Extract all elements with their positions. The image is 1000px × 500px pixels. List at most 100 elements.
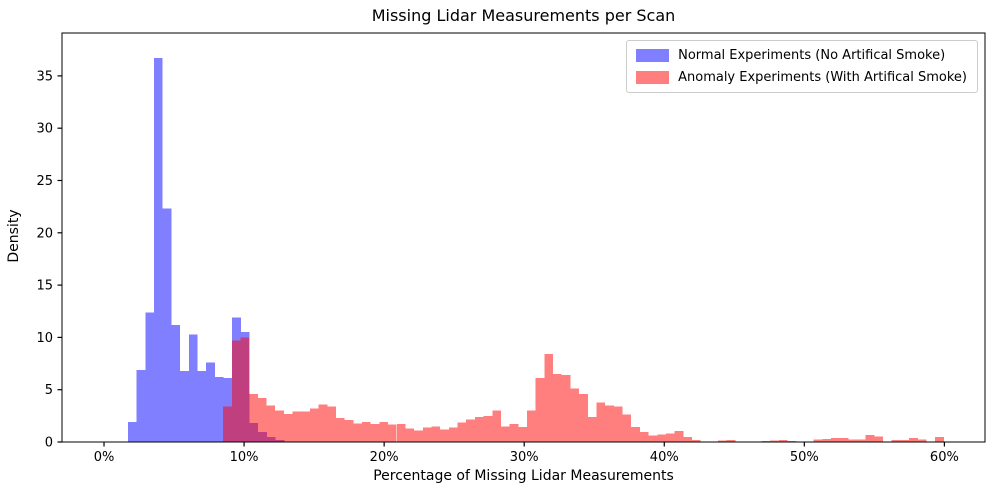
y-tick-label: 0 (45, 436, 53, 451)
x-tick-label: 0% (94, 450, 115, 465)
legend-label-normal: Normal Experiments (No Artifical Smoke) (678, 48, 946, 63)
legend-label-anomaly: Anomaly Experiments (With Artifical Smok… (678, 70, 967, 85)
histogram-bar-anomaly (257, 398, 267, 442)
histogram-bar-anomaly (370, 424, 380, 442)
histogram-bar-anomaly (353, 423, 363, 442)
histogram-bar-anomaly (335, 417, 345, 442)
histogram-bar-anomaly (414, 430, 423, 442)
histogram-bar-anomaly (240, 337, 250, 442)
histogram-bar-anomaly (917, 439, 927, 442)
y-tick-label: 15 (36, 279, 53, 294)
y-tick-label: 20 (36, 226, 53, 241)
histogram-bar-anomaly (909, 438, 918, 442)
histogram-bar-anomaly (301, 411, 310, 442)
histogram-bar-anomaly (544, 354, 554, 442)
histogram-bar-anomaly (283, 413, 293, 442)
histogram-bar-anomaly (275, 410, 284, 442)
histogram-bar-anomaly (553, 374, 562, 442)
histogram-bar-anomaly (822, 438, 831, 442)
histogram-bar-normal (206, 362, 215, 442)
histogram-bar-anomaly (362, 422, 371, 442)
histogram-bar-anomaly (587, 416, 597, 442)
legend-swatch-anomaly (636, 71, 670, 84)
histogram-bar-anomaly (292, 411, 302, 442)
histogram-bar-anomaly (422, 427, 432, 442)
histogram-bar-anomaly (492, 410, 501, 442)
histogram-bar-anomaly (683, 436, 692, 442)
histogram-bar-anomaly (613, 406, 623, 442)
histogram-bar-anomaly (379, 422, 389, 442)
x-tick-label: 50% (790, 450, 819, 465)
histogram-bar-anomaly (839, 438, 849, 442)
histogram-bar-normal (127, 422, 137, 442)
histogram-bar-normal (188, 334, 198, 442)
histogram-bar-anomaly (648, 435, 658, 442)
y-tick-label: 5 (45, 383, 53, 398)
histogram-bar-anomaly (718, 440, 727, 442)
histogram-bar-anomaly (344, 420, 354, 442)
histogram-bar-anomaly (639, 432, 649, 442)
plot-border (61, 32, 986, 443)
legend: Normal Experiments (No Artifical Smoke) … (626, 40, 978, 93)
x-tick-label: 20% (370, 450, 399, 465)
histogram-bar-anomaly (535, 378, 545, 442)
histogram-bar-anomaly (813, 439, 823, 442)
x-tick-label: 40% (650, 450, 679, 465)
histogram-bar-normal (180, 370, 189, 442)
histogram-bar-anomaly (935, 436, 944, 442)
histogram-bar-anomaly (900, 439, 910, 442)
histogram-bar-anomaly (431, 426, 441, 442)
histogram-bar-normal (154, 58, 163, 442)
histogram-bar-anomaly (309, 408, 319, 442)
y-axis-label: Density (6, 209, 22, 263)
histogram-bar-anomaly (856, 439, 866, 442)
histogram-bar-anomaly (231, 340, 241, 442)
histogram-bar-anomaly (457, 422, 467, 442)
histogram-bar-anomaly (596, 402, 606, 442)
legend-item-anomaly: Anomaly Experiments (With Artifical Smok… (636, 70, 967, 85)
histogram-bar-anomaly (657, 434, 666, 442)
histogram-bar-anomaly (770, 440, 779, 442)
histogram-bar-anomaly (865, 435, 875, 442)
x-tick-label: 10% (230, 450, 259, 465)
y-tick-label: 35 (36, 69, 53, 84)
histogram-bar-anomaly (579, 393, 588, 442)
histogram-bar-anomaly (509, 424, 519, 442)
histogram-bar-anomaly (778, 439, 788, 442)
histogram-bar-anomaly (500, 426, 510, 442)
histogram-bar-anomaly (474, 416, 484, 442)
histogram-bar-anomaly (726, 439, 736, 442)
histogram-bar-anomaly (318, 404, 328, 442)
y-tick-label: 10 (36, 331, 53, 346)
histogram-bar-anomaly (631, 426, 640, 442)
histogram-bar-anomaly (622, 414, 632, 442)
histogram-bar-anomaly (605, 405, 614, 442)
histogram-bar-anomaly (327, 406, 336, 442)
histogram-bar-anomaly (440, 429, 449, 442)
x-tick-label: 30% (510, 450, 539, 465)
legend-item-normal: Normal Experiments (No Artifical Smoke) (636, 48, 967, 63)
histogram-bar-anomaly (891, 439, 901, 442)
histogram-bar-anomaly (691, 439, 701, 442)
y-tick-label: 25 (36, 174, 53, 189)
histogram-bar-anomaly (874, 436, 884, 442)
histogram-bar-normal (171, 324, 181, 442)
histogram-bar-anomaly (561, 375, 571, 442)
histogram-bar-anomaly (388, 424, 397, 442)
histogram-bar-anomaly (527, 410, 536, 442)
histogram-bar-normal (197, 370, 207, 442)
legend-swatch-normal (636, 49, 670, 62)
histogram-bar-anomaly (466, 419, 475, 442)
histogram-bar-anomaly (448, 427, 458, 442)
x-tick-label: 60% (930, 450, 959, 465)
histogram-bar-anomaly (570, 388, 580, 442)
y-tick-label: 30 (36, 122, 53, 137)
histogram-bar-normal (214, 377, 224, 442)
histogram-bar-anomaly (848, 439, 857, 442)
histogram-bar-anomaly (674, 431, 684, 442)
chart-title: Missing Lidar Measurements per Scan (371, 6, 676, 25)
histogram-bar-anomaly (830, 438, 840, 442)
histogram-bar-anomaly (396, 424, 406, 442)
